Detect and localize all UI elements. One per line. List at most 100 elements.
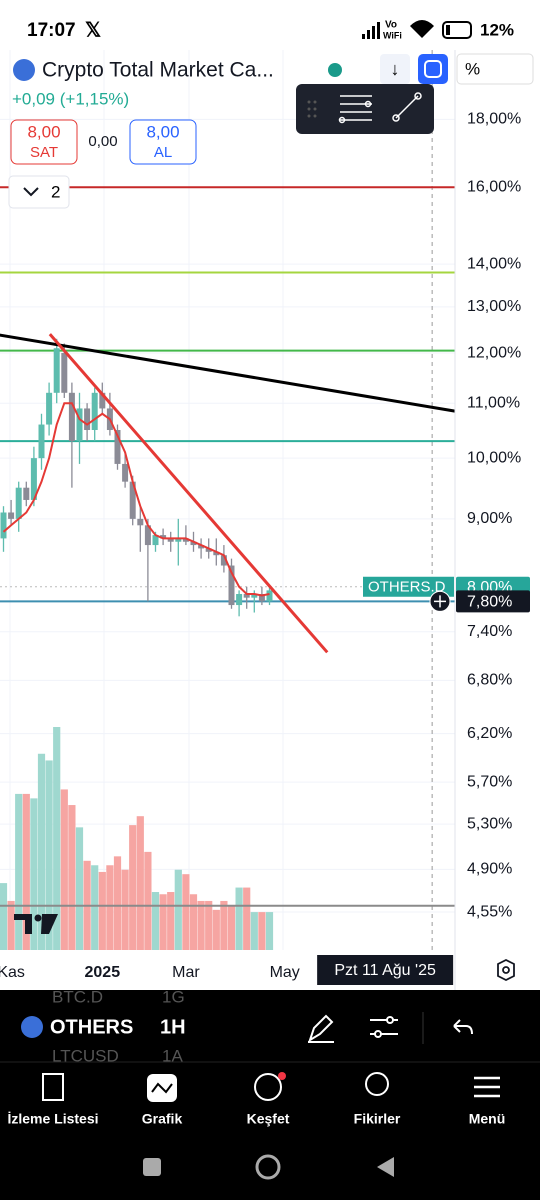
- sell-price: 8,00: [27, 122, 60, 141]
- x-icon: 𝕏: [85, 19, 101, 41]
- y-tick-label: 4,90%: [467, 861, 512, 878]
- time-axis: Kas 2025 Mar May Pzt 11 Ağu '25: [0, 955, 454, 985]
- candle-body: [68, 392, 75, 442]
- candle-body: [114, 430, 121, 464]
- volume-bar: [0, 883, 8, 950]
- candle-body: [91, 392, 98, 431]
- volume-bar: [75, 827, 84, 950]
- symbol-title[interactable]: Crypto Total Market Ca...: [42, 59, 274, 82]
- battery-icon: [442, 21, 472, 39]
- volume-bar: [189, 894, 198, 950]
- volume-bar: [91, 865, 99, 950]
- volume-bar: [250, 912, 258, 950]
- back[interactable]: [377, 1157, 394, 1177]
- volume-bar: [151, 892, 160, 950]
- symbol-icon: [13, 59, 35, 81]
- candle-body: [243, 594, 250, 598]
- candle-body: [152, 535, 159, 546]
- volume-bar: [159, 894, 167, 950]
- download-icon: ↓: [391, 59, 400, 79]
- nav-label[interactable]: İzleme Listesi: [7, 1111, 98, 1127]
- volume-bar: [68, 805, 76, 950]
- nav-label[interactable]: Grafik: [142, 1111, 183, 1127]
- candle-body: [129, 481, 136, 519]
- trendline-tool[interactable]: [392, 92, 422, 122]
- y-tick-label: 7,40%: [467, 623, 512, 640]
- volume-bar: [22, 793, 30, 950]
- nav-label[interactable]: Fikirler: [354, 1111, 401, 1127]
- battery: 12%: [480, 20, 514, 39]
- volume-bar: [15, 793, 23, 950]
- draw-button[interactable]: [308, 1014, 334, 1043]
- volume-bar: [235, 887, 243, 950]
- symbol-tag: OTHERS.D: [368, 579, 446, 596]
- crosshair-price-label: 7,80%: [467, 594, 512, 611]
- home[interactable]: [255, 1154, 281, 1180]
- toolbar-interval[interactable]: 1H: [160, 1016, 186, 1038]
- volume-bar: [265, 912, 274, 950]
- candle-body: [190, 541, 197, 546]
- market-status: [328, 63, 342, 77]
- nav-label[interactable]: Menü: [469, 1111, 506, 1127]
- buy-button[interactable]: [129, 119, 197, 165]
- sync-icon: [424, 60, 442, 78]
- background: [0, 0, 540, 990]
- candle-body: [266, 590, 273, 602]
- candle-body: [23, 487, 30, 500]
- volume-bar: [205, 900, 213, 950]
- candle-body: [144, 525, 151, 546]
- download-button[interactable]: [380, 54, 410, 84]
- toolbar-symbol[interactable]: OTHERS: [50, 1016, 133, 1038]
- settings-icon[interactable]: [497, 958, 515, 982]
- trend-line: [0, 333, 456, 413]
- undo-button[interactable]: [453, 1019, 473, 1035]
- x-tick-label: Kas: [0, 964, 25, 981]
- moving-average: [2, 402, 270, 597]
- candle-body: [0, 512, 7, 539]
- buy-price: 8,00: [146, 122, 179, 141]
- volume-bar: [7, 900, 15, 950]
- signal-icon: [362, 22, 380, 39]
- candle-body: [205, 548, 212, 552]
- volume-bar: [220, 900, 228, 950]
- y-tick-label: 6,80%: [467, 672, 512, 689]
- scale-button[interactable]: [456, 53, 534, 85]
- scale-label: %: [465, 59, 480, 78]
- y-tick-label: 16,00%: [467, 178, 521, 195]
- indicator-count: 2: [51, 182, 60, 201]
- drag-handle: [307, 100, 317, 118]
- tv-logo: [14, 914, 58, 934]
- volume-bar: [60, 789, 68, 950]
- candle-body: [53, 348, 60, 393]
- candle-body: [236, 594, 243, 606]
- y-tick-label: 10,00%: [467, 449, 521, 466]
- volume-bar: [227, 905, 236, 950]
- volume-bar: [53, 727, 61, 950]
- candle-body: [213, 551, 220, 556]
- indicator-toggle[interactable]: [8, 175, 70, 209]
- volume-bar: [121, 869, 129, 950]
- nav-label[interactable]: Keşfet: [247, 1111, 290, 1127]
- volume-bar: [182, 874, 190, 950]
- sync-button[interactable]: [418, 54, 448, 84]
- watchlist-icon: [42, 1073, 64, 1101]
- time: 17:07: [27, 20, 76, 41]
- volume-bar: [30, 798, 38, 950]
- volume-bar: [106, 865, 114, 950]
- nav-labels: İzleme Listesi Grafik Keşfet Fikirler Menü: [7, 1111, 505, 1127]
- y-tick-label: 5,30%: [467, 815, 512, 832]
- candle-body: [160, 535, 167, 539]
- candle-body: [15, 487, 22, 519]
- candle-body: [46, 392, 53, 425]
- candle-body: [61, 353, 68, 393]
- sell-button[interactable]: [10, 119, 78, 165]
- volume-bar: [98, 871, 106, 950]
- y-tick-label: 13,00%: [467, 298, 521, 315]
- volume-bar: [212, 909, 220, 950]
- indicators-button[interactable]: [370, 1016, 398, 1038]
- spread: 0,00: [88, 133, 117, 150]
- lines-tool[interactable]: [338, 95, 373, 124]
- recent-apps[interactable]: [143, 1158, 161, 1176]
- candle-body: [258, 594, 265, 602]
